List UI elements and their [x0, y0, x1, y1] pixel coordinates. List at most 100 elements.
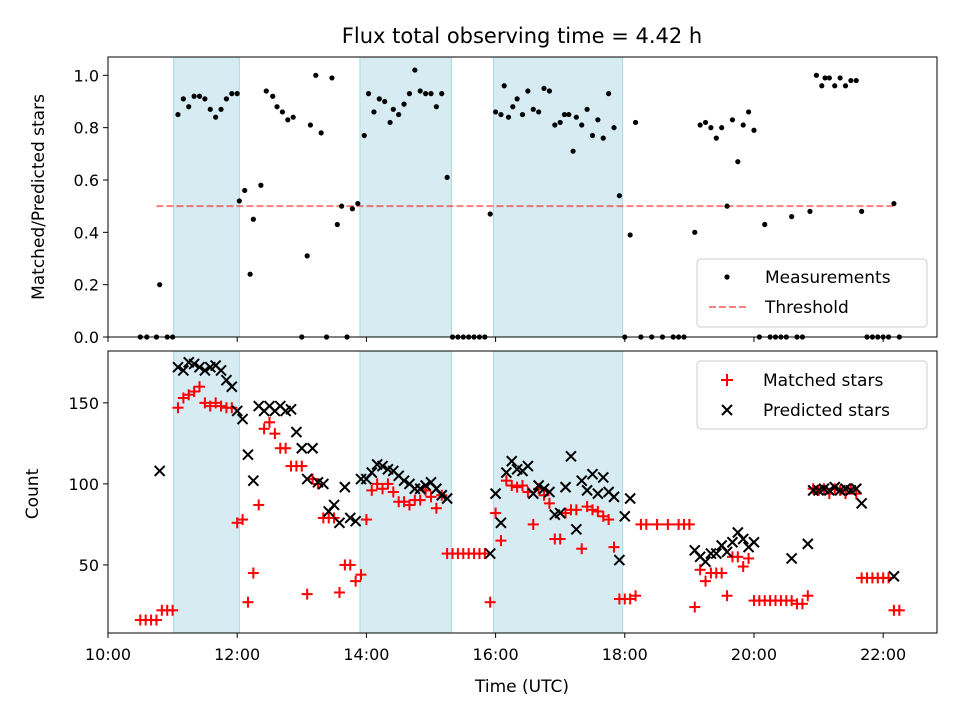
measurement-point: [724, 203, 730, 209]
predicted-star-point: [285, 403, 297, 416]
bottom-xtick-label: 10:00: [85, 645, 131, 664]
top-legend: Measurements Threshold: [696, 258, 928, 328]
matched-star-point: [430, 502, 442, 514]
measurement-point: [274, 104, 280, 110]
bottom-xtick-label: 20:00: [731, 645, 777, 664]
measurement-point: [196, 93, 203, 99]
top-ytick-label: 1.0: [74, 66, 99, 85]
predicted-star-point: [215, 364, 227, 377]
measurement-point: [745, 109, 752, 115]
measurement-point: [536, 109, 542, 115]
bottom-ytick-label: 50: [79, 556, 99, 575]
measurement-point: [606, 91, 612, 97]
bottom-panel: 50 100 150 10:00 12:00 14:00 16:00 18:00 20:00 2…: [23, 350, 938, 697]
shaded-interval-3: [492, 56, 624, 338]
bottom-xtick-label: 18:00: [602, 645, 648, 664]
predicted-star-point: [436, 489, 448, 501]
measurement-point: [401, 101, 407, 107]
measurement-point: [762, 221, 768, 228]
matched-star-point: [640, 518, 652, 530]
matched-star-point: [253, 499, 265, 511]
top-ytick-label: 0.0: [74, 328, 99, 347]
predicted-star-point: [226, 380, 238, 393]
legend-predicted-marker: [721, 404, 733, 416]
top-panel: 0.0 0.2 0.4 0.6 0.8 1.0 Matched/Predicted sta…: [29, 56, 938, 347]
predicted-star-point: [414, 483, 426, 495]
measurement-point: [579, 122, 585, 128]
bottom-xtick-label: 14:00: [343, 645, 389, 664]
matched-star-point: [683, 518, 695, 530]
measurement-point: [519, 111, 526, 118]
matched-star-point: [377, 483, 389, 495]
measurement-point: [213, 114, 219, 120]
predicted-star-point: [333, 517, 346, 529]
measurement-point: [719, 125, 725, 131]
predicted-star-point: [242, 449, 254, 461]
measurement-point: [382, 98, 388, 105]
predicted-star-point: [597, 471, 609, 484]
matched-star-point: [517, 480, 528, 492]
measurement-point: [552, 122, 558, 128]
chart-title: Flux total observing time = 4.42 h: [342, 24, 702, 48]
bottom-xtick-label: 22:00: [860, 645, 906, 664]
matched-star-point: [414, 494, 426, 506]
predicted-star-point: [592, 487, 604, 500]
measurement-point: [807, 208, 813, 214]
measurement-point: [611, 125, 617, 131]
matched-star-point: [301, 588, 313, 600]
predicted-star-point: [855, 497, 868, 510]
predicted-star-point: [532, 479, 545, 492]
measurement-point: [390, 106, 396, 112]
measurement-point: [207, 106, 213, 112]
predicted-star-point: [484, 547, 496, 560]
matched-star-point: [172, 402, 184, 414]
measurement-point: [250, 216, 256, 222]
bottom-xtick-label: 12:00: [214, 645, 260, 664]
predicted-star-point: [366, 466, 378, 479]
top-ylabel: Matched/Predicted stars: [29, 94, 49, 300]
top-ytick-label: 0.8: [74, 119, 99, 138]
measurement-point: [218, 106, 224, 112]
matched-star-point: [543, 497, 555, 509]
measurement-point: [202, 96, 208, 102]
matched-star-point: [737, 561, 749, 573]
measurement-point: [510, 104, 516, 110]
matched-star-point: [355, 569, 367, 581]
measurement-point: [365, 91, 372, 97]
matched-star-point: [608, 541, 620, 553]
predicted-star-point: [349, 515, 362, 527]
legend-threshold-label: Threshold: [764, 298, 849, 318]
measurement-point: [355, 200, 361, 207]
measurement-point: [444, 174, 450, 180]
matched-star-point: [495, 535, 507, 547]
measurement-point: [826, 75, 832, 81]
measurement-point: [318, 130, 324, 136]
matched-star-point: [893, 604, 905, 616]
measurement-point: [832, 83, 838, 89]
matched-star-point: [382, 478, 394, 490]
measurement-point: [329, 75, 335, 81]
measurement-point: [428, 91, 434, 97]
measurement-point: [223, 96, 230, 102]
predicted-star-point: [193, 361, 206, 373]
top-ytick-label: 0.4: [74, 223, 99, 242]
shaded-interval-1: [173, 56, 240, 338]
matched-star-point: [802, 590, 814, 602]
measurement-point: [498, 111, 504, 118]
matched-star-point: [743, 552, 755, 564]
measurement-point: [546, 88, 553, 94]
matched-star-point: [716, 567, 728, 579]
legend-measurements-marker: [724, 274, 730, 280]
measurement-point: [236, 198, 242, 204]
measurement-point: [412, 67, 418, 73]
predicted-star-point: [576, 474, 588, 487]
measurement-point: [819, 83, 825, 89]
predicted-star-point: [543, 486, 556, 498]
matched-star-point: [845, 483, 857, 495]
measurement-point: [304, 253, 310, 259]
measurement-point: [729, 117, 736, 123]
measurement-point: [433, 104, 439, 110]
matched-star-point: [344, 559, 356, 571]
predicted-star-point: [581, 484, 593, 497]
